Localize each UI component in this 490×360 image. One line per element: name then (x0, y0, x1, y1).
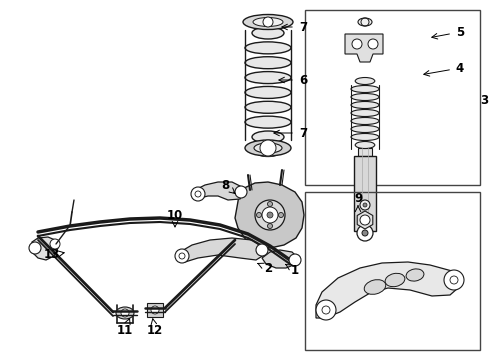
Ellipse shape (351, 126, 379, 132)
Circle shape (268, 224, 272, 229)
Ellipse shape (245, 86, 291, 98)
Text: 3: 3 (480, 94, 488, 107)
Circle shape (175, 249, 189, 263)
Circle shape (191, 187, 205, 201)
Text: 12: 12 (147, 324, 163, 337)
Polygon shape (235, 182, 304, 248)
Circle shape (121, 309, 129, 317)
Ellipse shape (385, 273, 405, 287)
Ellipse shape (254, 143, 282, 153)
Polygon shape (345, 34, 383, 62)
Text: 8: 8 (221, 179, 229, 192)
Ellipse shape (243, 14, 293, 30)
Circle shape (235, 186, 247, 198)
Text: 6: 6 (299, 73, 307, 86)
Ellipse shape (406, 269, 424, 281)
Polygon shape (262, 250, 298, 268)
Ellipse shape (351, 86, 379, 93)
Circle shape (268, 202, 272, 207)
Circle shape (255, 200, 285, 230)
Circle shape (260, 140, 276, 156)
Circle shape (50, 239, 60, 249)
Circle shape (363, 203, 367, 207)
Ellipse shape (364, 280, 386, 294)
Ellipse shape (245, 57, 291, 69)
Polygon shape (32, 237, 58, 260)
Circle shape (263, 17, 273, 27)
Ellipse shape (116, 307, 134, 319)
Ellipse shape (253, 18, 283, 27)
Text: 5: 5 (456, 26, 464, 39)
Text: 7: 7 (299, 126, 307, 140)
Circle shape (289, 254, 301, 266)
Ellipse shape (355, 77, 375, 85)
Ellipse shape (245, 140, 291, 156)
Ellipse shape (245, 72, 291, 84)
Ellipse shape (351, 117, 379, 125)
Bar (305, 192, 480, 350)
Ellipse shape (245, 101, 291, 113)
Circle shape (352, 39, 362, 49)
Bar (305, 10, 480, 185)
Ellipse shape (252, 131, 284, 143)
Polygon shape (195, 182, 243, 200)
Circle shape (444, 270, 464, 290)
Circle shape (316, 300, 336, 320)
Circle shape (360, 200, 370, 210)
Text: 13: 13 (44, 248, 60, 261)
Circle shape (151, 306, 159, 314)
Polygon shape (180, 238, 264, 262)
Circle shape (360, 215, 370, 225)
Text: 2: 2 (264, 261, 272, 274)
Text: 9: 9 (354, 192, 362, 204)
Ellipse shape (351, 94, 379, 100)
Bar (147, 303, 163, 317)
Circle shape (256, 212, 262, 217)
Ellipse shape (351, 134, 379, 140)
Text: 4: 4 (456, 62, 464, 75)
Ellipse shape (358, 18, 372, 26)
Circle shape (368, 39, 378, 49)
Polygon shape (316, 262, 460, 318)
Text: 1: 1 (291, 264, 299, 276)
Ellipse shape (252, 27, 284, 39)
Ellipse shape (245, 42, 291, 54)
Polygon shape (357, 211, 373, 229)
Text: 7: 7 (299, 21, 307, 33)
Ellipse shape (351, 109, 379, 117)
Bar (358, 148, 372, 156)
Ellipse shape (245, 116, 291, 128)
Text: 10: 10 (167, 208, 183, 221)
Circle shape (362, 230, 368, 236)
Circle shape (357, 225, 373, 241)
Ellipse shape (351, 102, 379, 108)
Circle shape (256, 244, 268, 256)
Bar (354, 156, 376, 231)
Circle shape (29, 242, 41, 254)
Text: 11: 11 (117, 324, 133, 337)
Circle shape (267, 212, 273, 218)
Ellipse shape (355, 141, 375, 149)
Circle shape (278, 212, 284, 217)
Circle shape (262, 207, 278, 223)
